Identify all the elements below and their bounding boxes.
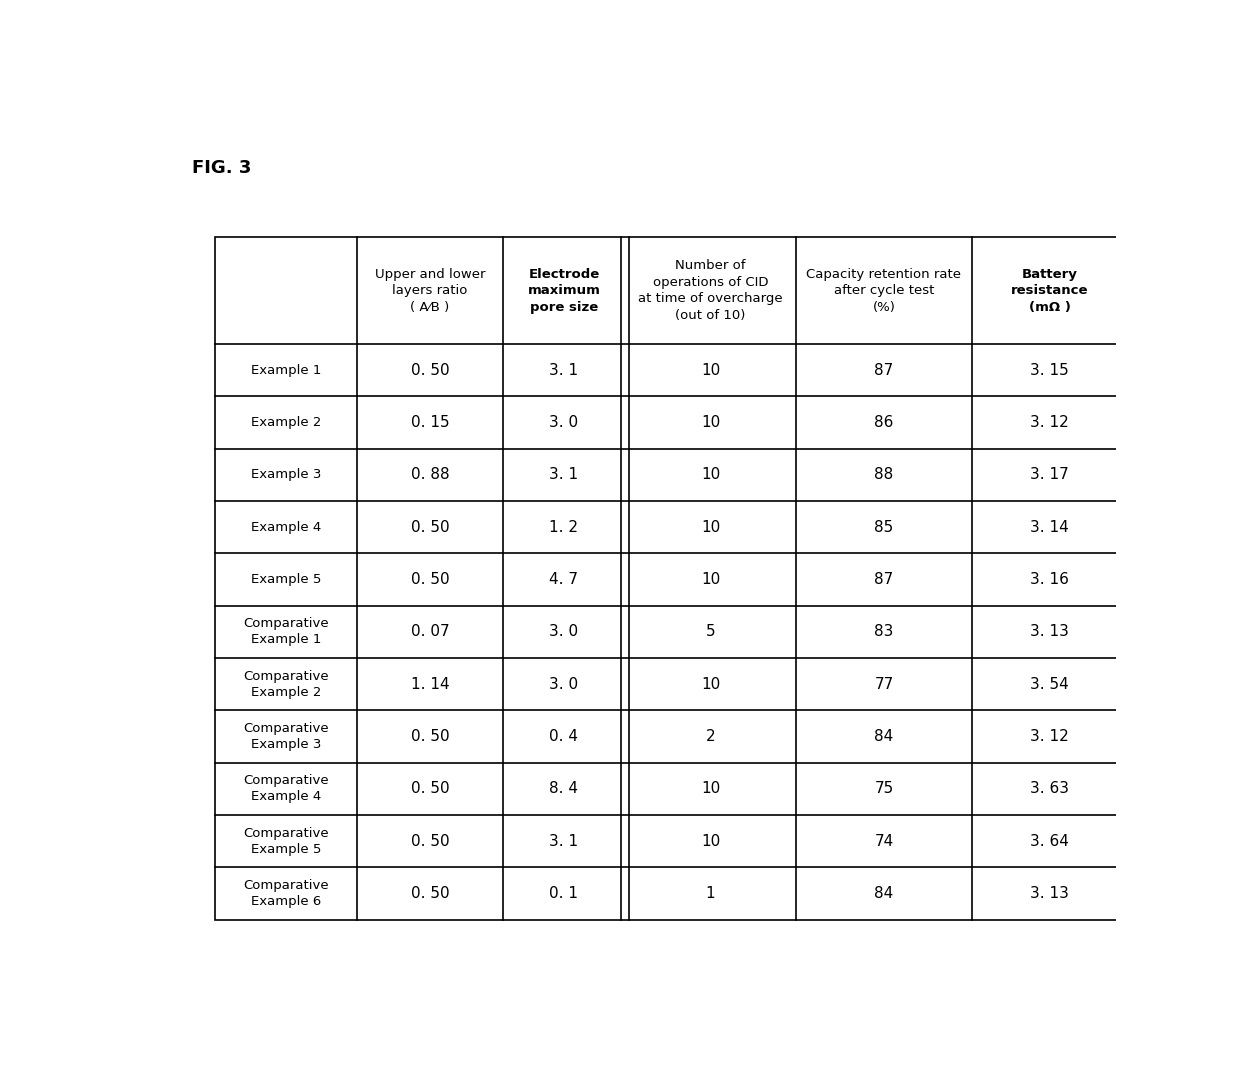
Text: 3. 0: 3. 0 [549, 414, 579, 429]
Text: Example 1: Example 1 [250, 364, 321, 377]
Text: 3. 0: 3. 0 [549, 625, 579, 639]
Text: 10: 10 [701, 677, 720, 692]
Text: 10: 10 [701, 572, 720, 587]
Text: Electrode
maximum
pore size: Electrode maximum pore size [527, 268, 600, 314]
Text: 3. 1: 3. 1 [549, 834, 579, 848]
Text: Capacity retention rate
after cycle test
(%): Capacity retention rate after cycle test… [806, 268, 961, 314]
Text: 3. 17: 3. 17 [1030, 467, 1069, 482]
Text: 75: 75 [874, 781, 894, 796]
Text: 85: 85 [874, 519, 894, 534]
Text: Example 2: Example 2 [250, 415, 321, 428]
Text: 0. 50: 0. 50 [410, 363, 449, 378]
Text: 74: 74 [874, 834, 894, 848]
Text: 0. 50: 0. 50 [410, 572, 449, 587]
Text: 0. 88: 0. 88 [410, 467, 449, 482]
Text: 84: 84 [874, 729, 894, 743]
Text: 0. 07: 0. 07 [410, 625, 449, 639]
Text: 86: 86 [874, 414, 894, 429]
Text: Upper and lower
layers ratio
( A⁄B ): Upper and lower layers ratio ( A⁄B ) [374, 268, 485, 314]
Text: 8. 4: 8. 4 [549, 781, 578, 796]
Text: 3. 13: 3. 13 [1030, 886, 1069, 901]
Text: 0. 4: 0. 4 [549, 729, 578, 743]
Text: 0. 50: 0. 50 [410, 519, 449, 534]
Text: Comparative
Example 5: Comparative Example 5 [243, 827, 329, 856]
Text: Number of
operations of CID
at time of overcharge
(out of 10): Number of operations of CID at time of o… [639, 259, 782, 322]
Text: 2: 2 [706, 729, 715, 743]
Text: Comparative
Example 2: Comparative Example 2 [243, 670, 329, 698]
Text: 0. 15: 0. 15 [410, 414, 449, 429]
Text: 1: 1 [706, 886, 715, 901]
Text: Example 4: Example 4 [250, 520, 321, 533]
Text: 0. 50: 0. 50 [410, 729, 449, 743]
Text: 3. 1: 3. 1 [549, 363, 579, 378]
Text: 0. 50: 0. 50 [410, 781, 449, 796]
Text: 3. 54: 3. 54 [1030, 677, 1069, 692]
Text: 1. 2: 1. 2 [549, 519, 578, 534]
Text: 4. 7: 4. 7 [549, 572, 578, 587]
Text: 3. 1: 3. 1 [549, 467, 579, 482]
Text: 0. 50: 0. 50 [410, 834, 449, 848]
Text: 3. 63: 3. 63 [1030, 781, 1069, 796]
Text: 0. 1: 0. 1 [549, 886, 578, 901]
Text: 10: 10 [701, 781, 720, 796]
Bar [215, 237, 1127, 919]
Text: 3. 14: 3. 14 [1030, 519, 1069, 534]
Text: 10: 10 [701, 363, 720, 378]
Text: 3. 13: 3. 13 [1030, 625, 1069, 639]
Text: 88: 88 [874, 467, 894, 482]
Text: 3. 64: 3. 64 [1030, 834, 1069, 848]
Text: 0. 50: 0. 50 [410, 886, 449, 901]
Text: 3. 0: 3. 0 [549, 677, 579, 692]
Text: Comparative
Example 3: Comparative Example 3 [243, 722, 329, 751]
Text: 5: 5 [706, 625, 715, 639]
Text: Comparative
Example 6: Comparative Example 6 [243, 879, 329, 907]
Text: Battery
resistance
(mΩ ): Battery resistance (mΩ ) [1011, 268, 1089, 314]
Text: Example 3: Example 3 [250, 468, 321, 481]
Text: 10: 10 [701, 467, 720, 482]
Text: 1. 14: 1. 14 [410, 677, 449, 692]
Text: 83: 83 [874, 625, 894, 639]
Text: 3. 12: 3. 12 [1030, 729, 1069, 743]
Text: Example 5: Example 5 [250, 573, 321, 586]
Text: 10: 10 [701, 519, 720, 534]
Text: 87: 87 [874, 572, 894, 587]
Text: 10: 10 [701, 414, 720, 429]
Text: 10: 10 [701, 834, 720, 848]
Text: FIG. 3: FIG. 3 [191, 159, 250, 177]
Text: 84: 84 [874, 886, 894, 901]
Text: 3. 12: 3. 12 [1030, 414, 1069, 429]
Text: 77: 77 [874, 677, 894, 692]
Text: Comparative
Example 1: Comparative Example 1 [243, 617, 329, 646]
Text: 87: 87 [874, 363, 894, 378]
Text: 3. 15: 3. 15 [1030, 363, 1069, 378]
Text: Comparative
Example 4: Comparative Example 4 [243, 775, 329, 803]
Text: 3. 16: 3. 16 [1030, 572, 1069, 587]
